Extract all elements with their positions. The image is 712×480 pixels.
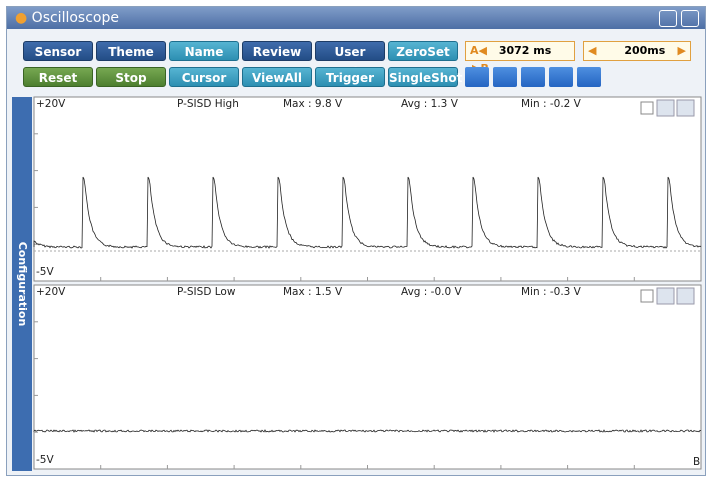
export-button[interactable] <box>659 10 677 27</box>
toolbar-button[interactable]: Cursor <box>169 67 239 87</box>
checkbox[interactable] <box>640 101 654 115</box>
toolbar-button[interactable]: ZeroSet <box>388 41 458 61</box>
cursor-box: A◀ 3072 ms ▶B <box>465 41 575 75</box>
toolbar-button[interactable]: Sensor <box>23 41 93 61</box>
toolbar-button[interactable]: Review <box>242 41 312 61</box>
scale-bottom: -5V <box>36 454 54 466</box>
timebase-value: 200ms <box>624 44 666 57</box>
toolbar-button[interactable]: ViewAll <box>242 67 312 87</box>
channel-panel <box>33 284 702 470</box>
add-button[interactable] <box>656 99 675 117</box>
close-button[interactable] <box>676 99 695 117</box>
toolbar-button[interactable]: SingleShot <box>388 67 462 87</box>
toolbar-button[interactable]: Theme <box>96 41 166 61</box>
channel-panel <box>33 96 702 282</box>
cursor-a-label: A <box>470 44 479 57</box>
scale-bottom: -5V <box>36 266 54 278</box>
side-tab[interactable] <box>12 97 32 471</box>
stop-play-button[interactable] <box>521 67 545 87</box>
title-bar: ● Oscilloscope <box>7 7 705 29</box>
channel-name: P-SISD High <box>177 98 239 110</box>
stat-min: Min : -0.3 V <box>521 286 582 298</box>
scale-top: +20V <box>36 286 66 298</box>
channel-name: P-SISD Low <box>177 286 236 298</box>
prev-button[interactable] <box>493 67 517 87</box>
timebase-down[interactable]: ◀ <box>588 44 597 57</box>
waveform <box>33 176 702 249</box>
stat-max: Max : 1.5 V <box>283 286 343 298</box>
plot-area: Configuration +20V P-SISD High Max : 9.8 V… <box>12 96 702 471</box>
corner-label: B <box>693 456 700 468</box>
next-button[interactable] <box>549 67 573 87</box>
stat-avg: Avg : 1.3 V <box>401 98 459 110</box>
scale-top: +20V <box>36 98 66 110</box>
add-button[interactable] <box>656 287 675 305</box>
checkbox[interactable] <box>640 289 654 303</box>
toolbar-button[interactable]: User Setting <box>315 41 385 79</box>
toolbar-button[interactable]: Stop <box>96 67 166 87</box>
toolbar-button[interactable]: Trigger <box>315 67 385 87</box>
timebase-up[interactable]: ▶ <box>677 44 686 57</box>
side-tab-label: Configuration <box>16 242 29 327</box>
app-icon: ● <box>15 10 28 26</box>
stat-max: Max : 9.8 V <box>283 98 343 110</box>
menu-button[interactable] <box>681 10 699 27</box>
first-button[interactable] <box>465 67 489 87</box>
last-button[interactable] <box>577 67 601 87</box>
cursor-a[interactable]: A◀ <box>470 44 487 57</box>
stat-avg: Avg : -0.0 V <box>401 286 462 298</box>
timebase-box: ◀ 200ms ▶ <box>583 41 691 61</box>
window-title: Oscilloscope <box>31 10 119 26</box>
stat-min: Min : -0.2 V <box>521 98 582 110</box>
waveform <box>33 429 702 433</box>
oscilloscope-window: ● Oscilloscope Sensor Theme Name Review User… <box>6 6 706 476</box>
close-button[interactable] <box>676 287 695 305</box>
toolbar-button[interactable]: Name <box>169 41 239 61</box>
toolbar-button[interactable]: Reset <box>23 67 93 87</box>
cursor-time: 3072 ms <box>498 44 552 57</box>
